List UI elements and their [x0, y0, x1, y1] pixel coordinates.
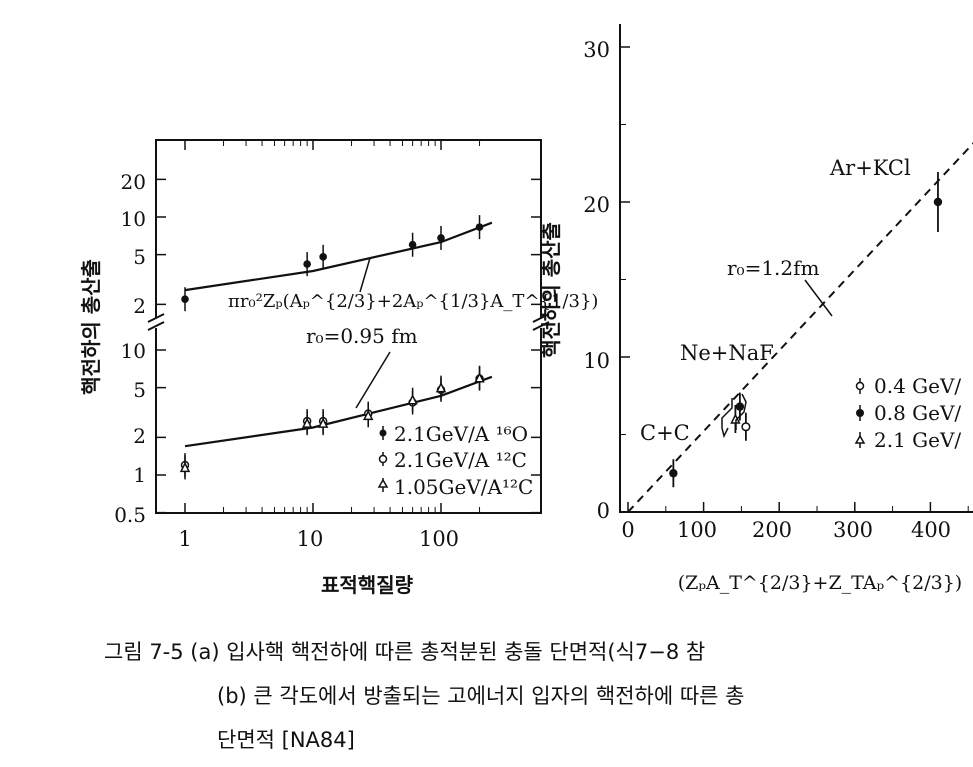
b-label-arkcl: Ar+KCl: [829, 156, 911, 180]
plot-b-ticks: [620, 46, 969, 513]
plot-b-points: [669, 172, 943, 488]
axis-break-left: [147, 313, 165, 331]
a-radius-pointer: [355, 351, 391, 409]
legend-marker-open-circle: [378, 454, 388, 464]
a-point-s0-2: [319, 253, 327, 261]
b-xtick-100: 100: [677, 518, 717, 542]
caption-line-1: 그림 7-5 (a) 입사핵 핵전하에 따른 총적분된 충돌 단면적(식7−8 …: [104, 640, 706, 664]
a-ylabel: 핵전하의 총산출: [79, 259, 103, 395]
figure-a: 1 10 100 20 10 5 2 10 5 2 1 0.5 표적핵질량 핵전…: [79, 139, 598, 597]
a-xlabel: 표적핵질량: [321, 573, 414, 597]
b-ytick-20: 20: [583, 193, 610, 217]
legend-marker-open-triangle: [377, 478, 389, 488]
a-ytick-upper-10: 10: [121, 207, 146, 231]
caption-line-3: 단면적 [NA84]: [217, 728, 355, 752]
a-ytick-lower-2: 2: [133, 424, 146, 448]
a-point-s2-2: [317, 417, 329, 428]
a-legend-2: 2.1GeV/A ¹²C: [394, 448, 527, 472]
a-ytick-upper-2: 2: [133, 294, 146, 318]
a-ytick-upper-20: 20: [121, 170, 146, 194]
a-point-s0-0: [181, 295, 189, 303]
b-xtick-400: 400: [911, 518, 951, 542]
b-line-label-pointer: [804, 279, 833, 317]
a-xtick-100: 100: [419, 527, 459, 551]
plot-a-points: [179, 215, 485, 480]
a-fit-line-upper: [184, 221, 493, 292]
a-formula-annotation: πr₀²Zₚ(Aₚ^{2/3}+2Aₚ^{1/3}A_T^{1/3}): [228, 291, 598, 312]
a-legend-1: 2.1GeV/A ¹⁶O: [394, 422, 528, 446]
b-xtick-0: 0: [621, 518, 634, 542]
b-line-label: r₀=1.2fm: [727, 256, 820, 280]
a-point-s2-3: [363, 409, 374, 421]
a-ytick-lower-10: 10: [121, 339, 146, 363]
a-legend: 2.1GeV/A ¹⁶O 2.1GeV/A ¹²C 1.05GeV/A¹²C: [377, 422, 533, 499]
b-label-nenaf: Ne+NaF: [680, 341, 774, 365]
b-point-s1-2: [933, 197, 943, 207]
b-label-cc: C+C: [640, 421, 690, 445]
b-ylabel: 핵전하의 총산출: [539, 222, 563, 358]
b-ytick-30: 30: [583, 38, 610, 62]
b-legend-marker-filled-circle: [856, 409, 864, 417]
b-legend-marker-open-triangle: [854, 434, 866, 444]
b-ytick-10: 10: [583, 349, 610, 373]
a-formula-pointer: [359, 257, 371, 293]
a-point-s0-5: [475, 223, 484, 231]
plot-a-ticks: [156, 140, 541, 514]
legend-marker-filled-circle: [379, 429, 387, 437]
b-legend-1: 0.4 GeV/: [874, 374, 961, 398]
b-xtick-200: 200: [752, 518, 792, 542]
b-xtick-300: 300: [833, 518, 873, 542]
b-ytick-0: 0: [597, 499, 610, 523]
a-legend-3: 1.05GeV/A¹²C: [394, 475, 533, 499]
a-point-s2-4: [407, 394, 418, 405]
b-point-s1-1: [735, 402, 745, 411]
a-ytick-upper-5: 5: [133, 245, 146, 269]
caption-line-2: (b) 큰 각도에서 방출되는 고에너지 입자의 핵전하에 따른 총: [217, 684, 745, 708]
a-point-s0-4: [437, 234, 445, 242]
a-fit-line-lower: [184, 375, 493, 448]
a-radius-annotation: r₀=0.95 fm: [306, 324, 418, 348]
axis-break-mask-left: [150, 318, 164, 328]
a-point-s2-0: [179, 461, 191, 473]
a-ytick-lower-1: 1: [133, 463, 146, 487]
a-point-s2-5: [435, 381, 447, 393]
a-point-s2-1: [301, 417, 313, 428]
a-point-s0-3: [408, 240, 417, 249]
plot-b-reference-line: [627, 142, 973, 513]
a-xtick-10: 10: [297, 527, 324, 551]
figure-canvas: 1 10 100 20 10 5 2 10 5 2 1 0.5 표적핵질량 핵전…: [79, 24, 973, 597]
plot-a-fit-lines: [184, 221, 493, 448]
figure-b: 0 100 200 300 400 0 10 20 30 (ZₚA_T^{2/3…: [539, 24, 973, 594]
a-point-s2-6: [474, 372, 485, 383]
a-xtick-1: 1: [178, 527, 191, 551]
a-ytick-lower-5: 5: [133, 378, 146, 402]
a-point-s0-1: [303, 260, 311, 268]
axis-break-mask-right: [535, 318, 549, 328]
axis-break-right: [532, 313, 550, 331]
a-ytick-lower-0.5: 0.5: [114, 503, 146, 527]
b-dashed-line: [627, 142, 973, 513]
b-legend-marker-open-circle: [855, 381, 865, 391]
b-point-s0-0: [741, 422, 751, 432]
b-legend-2: 0.8 GeV/: [874, 401, 961, 425]
b-legend: 0.4 GeV/ 0.8 GeV/ 2.1 GeV/: [854, 374, 961, 452]
b-nenaf-bracket: [721, 393, 747, 439]
b-legend-3: 2.1 GeV/: [874, 428, 961, 452]
b-point-s1-0: [669, 469, 678, 478]
b-xlabel: (ZₚA_T^{2/3}+Z_TAₚ^{2/3}): [678, 572, 962, 594]
